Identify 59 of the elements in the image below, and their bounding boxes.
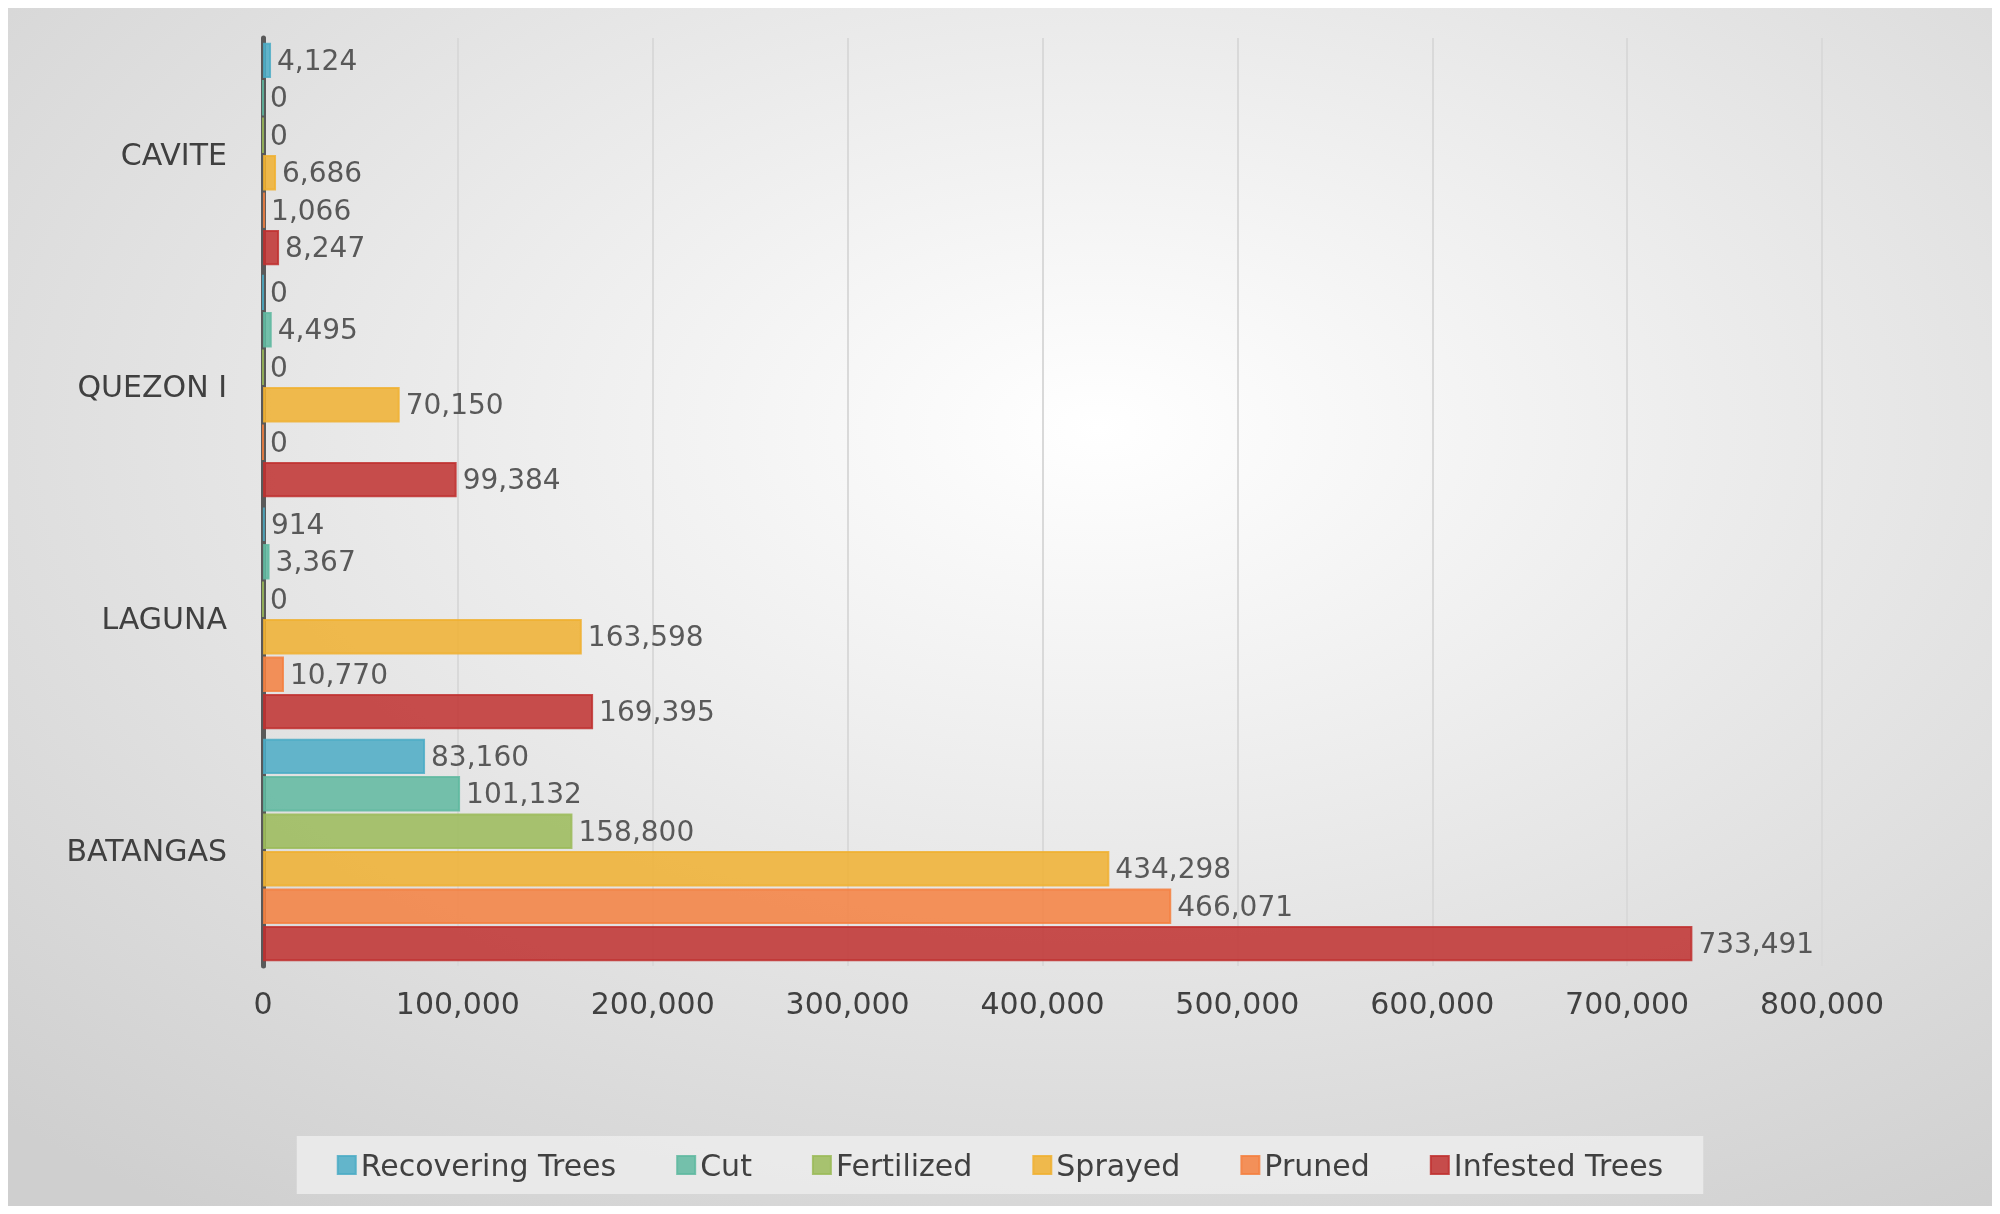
- bar: [263, 776, 461, 812]
- bar: [263, 462, 457, 498]
- bar: [263, 230, 280, 266]
- legend-label: Sprayed: [1056, 1147, 1181, 1183]
- y-tick-label: QUEZON I: [77, 368, 227, 404]
- data-label: 101,132: [466, 777, 582, 811]
- bar: [263, 387, 400, 423]
- bar: [263, 656, 284, 692]
- bar: [263, 738, 426, 774]
- data-label: 99,384: [462, 463, 561, 497]
- x-tick-label: 600,000: [1370, 985, 1495, 1021]
- data-label: 169,395: [599, 695, 715, 729]
- bar: [263, 619, 582, 655]
- data-label: 1,066: [271, 193, 352, 227]
- data-label: 70,150: [405, 388, 504, 422]
- data-label: 0: [270, 425, 288, 459]
- legend-label: Recovering Trees: [360, 1147, 617, 1183]
- data-label: 83,160: [431, 739, 530, 773]
- x-tick-label: 800,000: [1759, 985, 1885, 1021]
- x-tick-label: 200,000: [590, 985, 715, 1021]
- data-label: 8,247: [285, 231, 366, 265]
- data-label: 0: [270, 275, 288, 309]
- data-label: 3,367: [275, 545, 356, 579]
- bar: [263, 851, 1110, 887]
- bar: [263, 544, 270, 580]
- bar: [263, 813, 573, 849]
- data-label: 0: [270, 350, 288, 384]
- legend-label: Pruned: [1264, 1147, 1370, 1183]
- data-label: 914: [270, 507, 325, 541]
- bar: [263, 312, 272, 348]
- legend-label: Cut: [700, 1147, 753, 1183]
- data-label: 4,124: [277, 43, 358, 77]
- x-tick-label: 400,000: [980, 985, 1105, 1021]
- y-tick-label: CAVITE: [120, 136, 227, 172]
- legend-label: Fertilized: [835, 1147, 973, 1183]
- data-label: 733,491: [1698, 927, 1815, 961]
- data-label: 4,495: [277, 313, 358, 347]
- data-label: 0: [270, 118, 288, 152]
- bar: [263, 42, 272, 78]
- bar: [263, 694, 594, 730]
- data-label: 434,298: [1115, 852, 1232, 886]
- data-label: 6,686: [282, 156, 363, 190]
- x-tick-label: 500,000: [1175, 985, 1300, 1021]
- data-label: 0: [270, 81, 288, 115]
- legend-label: Infested Trees: [1453, 1147, 1664, 1183]
- bar: [263, 155, 277, 191]
- data-label: 10,770: [289, 657, 388, 691]
- data-label: 0: [270, 582, 288, 616]
- bar: [263, 888, 1172, 924]
- data-label: 163,598: [587, 620, 704, 654]
- data-label: 466,071: [1177, 889, 1294, 923]
- x-tick-label: 100,000: [395, 985, 520, 1021]
- x-tick-label: 0: [253, 985, 273, 1021]
- x-tick-label: 700,000: [1565, 985, 1690, 1021]
- y-tick-label: BATANGAS: [66, 832, 227, 868]
- x-tick-label: 300,000: [785, 985, 910, 1021]
- y-tick-label: LAGUNA: [101, 600, 228, 636]
- bar: [263, 926, 1693, 962]
- data-label: 158,800: [578, 814, 695, 848]
